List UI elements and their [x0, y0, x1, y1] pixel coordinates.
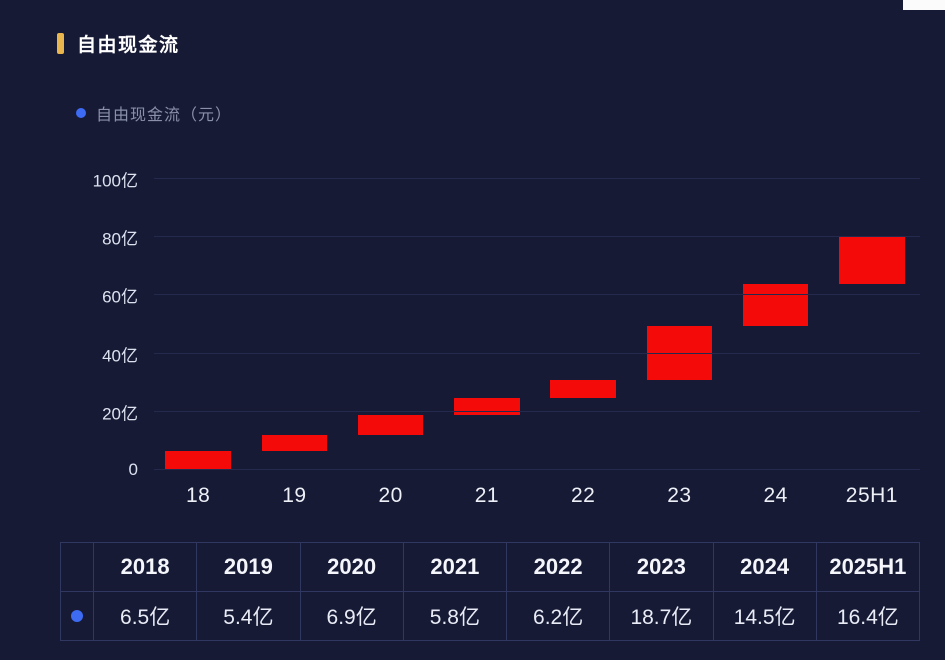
table-value-cell: 5.8亿 [403, 592, 507, 641]
gridline [154, 469, 920, 470]
bar-slot [824, 179, 920, 470]
gridline [154, 178, 920, 179]
waterfall-bar-24[interactable] [742, 283, 809, 326]
table-value-cell: 18.7亿 [610, 592, 714, 641]
page-title: 自由现金流 [77, 35, 180, 56]
series-dot-icon [71, 610, 83, 622]
chart-legend[interactable]: 自由现金流（元） [76, 101, 232, 125]
legend-label: 自由现金流（元） [96, 107, 233, 124]
table-header-row: 2018 2019 2020 2021 2022 2023 2024 2025H1 [61, 543, 920, 592]
table-value-cell: 16.4亿 [816, 592, 920, 641]
table-header-cell: 2025H1 [816, 543, 920, 592]
plot-area: 0 20亿 40亿 60亿 80亿 100亿 [93, 172, 920, 479]
table-header-cell: 2020 [300, 543, 404, 592]
x-axis: 18 19 20 21 22 23 24 25H1 [150, 484, 920, 508]
table-series-cell [61, 592, 94, 641]
table-value-cell: 6.2亿 [507, 592, 611, 641]
page-header: 自由现金流 [57, 30, 180, 57]
x-axis-label: 21 [474, 484, 500, 507]
x-axis-label: 20 [378, 484, 403, 507]
y-axis-tick-label: 0 [128, 460, 138, 479]
bar-slot [631, 179, 727, 470]
y-axis-tick-label: 60亿 [102, 287, 138, 307]
screen-edge-artifact [903, 0, 945, 10]
table-header-cell: 2021 [403, 543, 507, 592]
table-value-cell: 5.4亿 [197, 592, 301, 641]
bar-slot [439, 179, 535, 470]
table-header-cell: 2022 [507, 543, 611, 592]
table-header-cell: 2018 [94, 543, 198, 592]
table-value-cell: 6.9亿 [300, 592, 404, 641]
x-axis-label: 18 [185, 484, 211, 507]
y-axis-tick-label: 40亿 [102, 346, 138, 366]
gridline [154, 352, 920, 354]
x-axis-label: 25H1 [845, 484, 898, 507]
table-value-cell: 6.5亿 [94, 592, 198, 641]
x-axis-label: 19 [282, 484, 307, 507]
title-accent-bar-icon [57, 33, 64, 54]
bar-slot [728, 179, 824, 470]
table-header-cell: 2019 [197, 543, 301, 592]
table-header-cell: 2023 [610, 543, 714, 592]
x-axis-label: 23 [667, 484, 692, 507]
waterfall-bar-19[interactable] [261, 435, 328, 452]
gridline [154, 294, 920, 296]
bars-layer [150, 179, 920, 470]
bar-slot [150, 179, 246, 470]
y-axis-tick-label: 100亿 [92, 171, 138, 191]
gridline [154, 410, 920, 412]
waterfall-bar-18[interactable] [165, 451, 231, 470]
y-axis-tick-label: 80亿 [102, 229, 138, 249]
waterfall-bar-22[interactable] [550, 380, 616, 399]
legend-dot-icon [76, 108, 86, 118]
waterfall-bar-20[interactable] [357, 415, 424, 436]
bar-slot [246, 179, 342, 470]
y-axis-tick-label: 20亿 [102, 404, 138, 424]
data-table: 2018 2019 2020 2021 2022 2023 2024 2025H1 6.5亿 5… [60, 542, 920, 641]
waterfall-bar-25H1[interactable] [839, 236, 905, 284]
gridline [154, 236, 920, 238]
bar-slot [343, 179, 439, 470]
table-corner-cell [61, 543, 94, 592]
x-axis-label: 24 [763, 484, 788, 507]
table-header-cell: 2024 [713, 543, 817, 592]
waterfall-bar-21[interactable] [454, 398, 520, 416]
x-axis-label: 22 [570, 484, 596, 507]
table-value-row: 6.5亿 5.4亿 6.9亿 5.8亿 6.2亿 18.7亿 14.5亿 16.4亿 [61, 592, 920, 641]
bar-slot [535, 179, 631, 470]
table-value-cell: 14.5亿 [713, 592, 817, 641]
